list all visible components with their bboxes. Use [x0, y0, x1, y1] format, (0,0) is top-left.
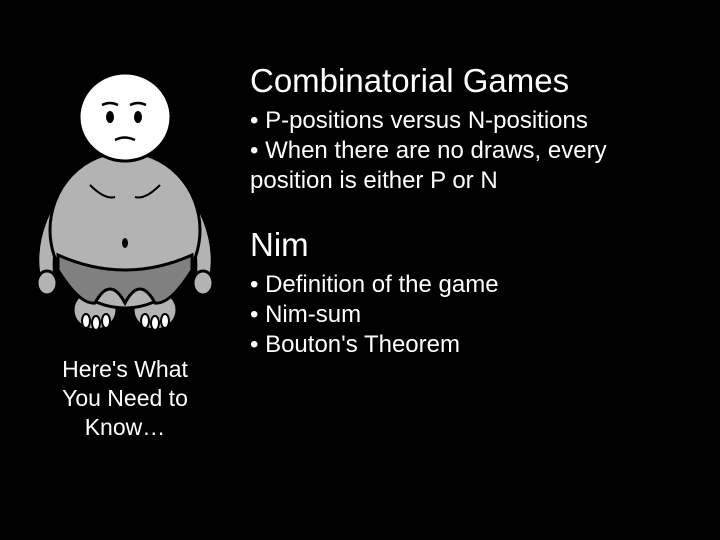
section1-bullet-2: • When there are no draws, every — [250, 136, 705, 166]
left-caption: Here's What You Need to Know… — [0, 355, 250, 441]
section1-bullets: • P-positions versus N-positions • When … — [250, 106, 705, 196]
section2-bullet-2: • Nim-sum — [250, 300, 705, 330]
section1-bullet-3: position is either P or N — [250, 166, 705, 196]
section2-bullet-1: • Definition of the game — [250, 270, 705, 300]
section2-bullet-3: • Bouton's Theorem — [250, 330, 705, 360]
caption-line-2: You Need to — [28, 384, 222, 413]
caption-line-1: Here's What — [28, 355, 222, 384]
section2-bullets: • Definition of the game • Nim-sum • Bou… — [250, 270, 705, 360]
section2-heading: Nim — [250, 226, 705, 264]
character-illustration — [20, 55, 230, 335]
section1-heading: Combinatorial Games — [250, 62, 705, 100]
caption-line-3: Know… — [28, 413, 222, 442]
section1-bullet-1: • P-positions versus N-positions — [250, 106, 705, 136]
